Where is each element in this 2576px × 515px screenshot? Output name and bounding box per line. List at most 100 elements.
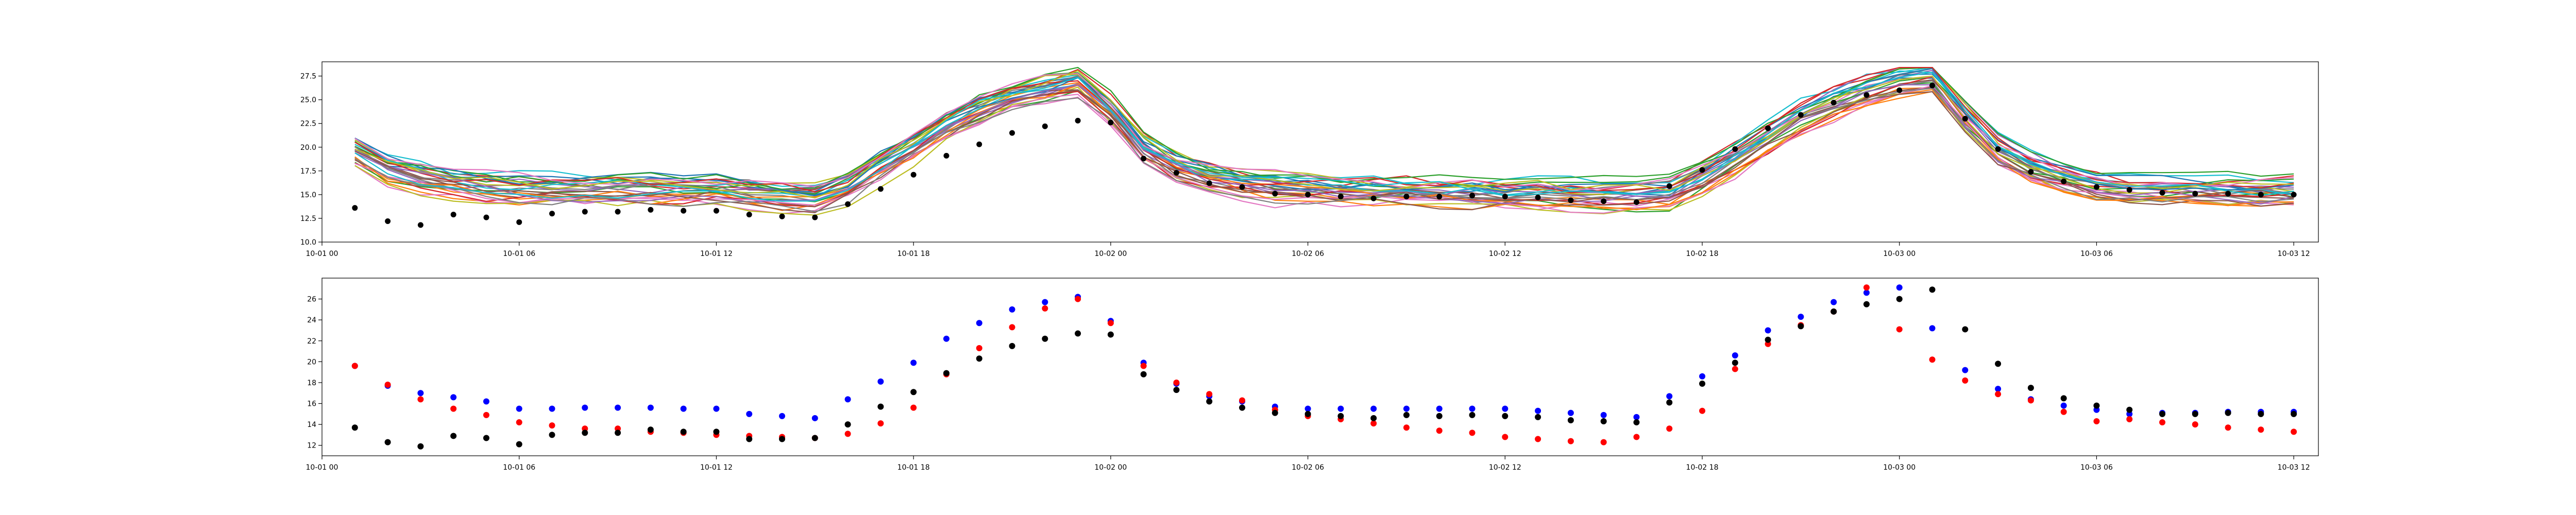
observation-point xyxy=(1699,167,1705,173)
scatter-point xyxy=(2060,395,2067,402)
scatter-point xyxy=(2027,397,2034,404)
observation-point xyxy=(2061,178,2067,184)
scatter-point xyxy=(1995,386,2002,392)
observation-point xyxy=(648,207,654,213)
scatter-point xyxy=(1042,305,1048,312)
observation-point xyxy=(2192,191,2198,197)
scatter-point xyxy=(417,390,424,397)
scatter-point xyxy=(1436,405,1443,412)
scatter-point xyxy=(1600,411,1607,418)
observation-point xyxy=(1995,146,2001,152)
scatter-point xyxy=(2093,418,2100,425)
observation-point xyxy=(845,201,851,207)
scatter-point xyxy=(1436,413,1443,419)
observation-point xyxy=(746,212,752,218)
scatter-point xyxy=(2225,424,2231,431)
ensemble-member-line xyxy=(354,67,2294,197)
x-tick-label: 10-03 12 xyxy=(2278,464,2310,472)
observation-point xyxy=(910,171,917,178)
observation-point xyxy=(779,213,785,219)
scatter-point xyxy=(1666,393,1673,400)
scatter-point xyxy=(1863,284,1870,291)
scatter-point xyxy=(1600,439,1607,445)
scatter-point xyxy=(1699,373,1706,380)
scatter-point xyxy=(1107,331,1114,338)
observation-point xyxy=(1108,119,1114,126)
scatter-point xyxy=(1469,430,1476,436)
observation-point xyxy=(681,208,687,214)
observation-point xyxy=(1568,197,1574,203)
scatter-point xyxy=(516,441,522,448)
x-tick-label: 10-01 00 xyxy=(306,250,338,258)
scatter-point xyxy=(746,410,753,417)
x-tick-label: 10-02 06 xyxy=(1292,250,1324,258)
ensemble-member-line xyxy=(354,66,2294,187)
scatter-point xyxy=(1535,436,1541,442)
y-tick-label: 20.0 xyxy=(300,144,316,152)
scatter-point xyxy=(976,355,982,362)
x-tick-label: 10-01 18 xyxy=(897,464,930,472)
observation-point xyxy=(582,209,588,215)
scatter-point xyxy=(1666,425,1673,432)
observation-point xyxy=(2258,192,2264,198)
scatter-point xyxy=(1173,387,1180,393)
x-tick-label: 10-01 12 xyxy=(700,464,733,472)
scatter-point xyxy=(483,398,489,405)
scatter-point xyxy=(615,404,621,411)
ensemble-member-line xyxy=(354,73,2294,191)
x-tick-label: 10-01 06 xyxy=(503,250,535,258)
observation-point xyxy=(1863,92,1870,98)
observation-point xyxy=(1239,184,1245,190)
scatter-point xyxy=(1403,411,1410,418)
scatter-point xyxy=(1206,391,1213,398)
scatter-point xyxy=(877,378,884,385)
y-tick-label: 20 xyxy=(307,358,316,366)
x-tick-label: 10-01 00 xyxy=(306,464,338,472)
scatter-point xyxy=(844,421,851,428)
x-tick-label: 10-02 00 xyxy=(1094,464,1127,472)
observation-point xyxy=(1633,199,1639,205)
x-tick-label: 10-01 06 xyxy=(503,464,535,472)
scatter-point xyxy=(2258,410,2264,417)
scatter-point xyxy=(976,345,982,351)
scatter-point xyxy=(779,436,786,442)
scatter-point xyxy=(516,405,522,412)
observation-point xyxy=(1962,116,1968,122)
scatter-point xyxy=(1140,371,1147,377)
scatter-point xyxy=(1370,415,1377,421)
y-tick-label: 14 xyxy=(307,421,316,429)
observation-point xyxy=(1173,170,1179,176)
scatter-point xyxy=(1304,405,1311,412)
scatter-point xyxy=(1929,356,1936,363)
observation-point xyxy=(1601,198,1607,204)
scatter-point xyxy=(1666,399,1673,406)
scatter-point xyxy=(1732,359,1738,366)
scatter-point xyxy=(1502,434,1509,440)
observation-point xyxy=(615,209,621,215)
scatter-point xyxy=(1798,314,1804,320)
scatter-point xyxy=(1831,299,1837,305)
scatter-point xyxy=(1337,405,1344,412)
x-tick-label: 10-03 00 xyxy=(1883,250,1916,258)
scatter-point xyxy=(1337,413,1344,419)
scatter-point xyxy=(1469,405,1476,412)
scatter-point xyxy=(384,439,391,445)
scatter-point xyxy=(1633,434,1640,440)
scatter-point xyxy=(1831,308,1837,315)
x-tick-label: 10-02 18 xyxy=(1686,464,1719,472)
observation-point xyxy=(352,205,358,211)
scatter-point xyxy=(1075,296,1081,302)
y-tick-label: 10.0 xyxy=(300,238,316,247)
scatter-point xyxy=(1042,335,1048,342)
observation-point xyxy=(1732,146,1738,152)
scatter-point xyxy=(1469,411,1476,418)
scatter-point xyxy=(2291,428,2297,435)
scatter-point xyxy=(2027,385,2034,391)
scatter-point xyxy=(779,413,786,419)
observation-point xyxy=(549,211,555,217)
scatter-point xyxy=(746,436,753,442)
scatter-point xyxy=(1403,424,1410,431)
scatter-point xyxy=(1042,299,1048,305)
x-tick-label: 10-03 12 xyxy=(2278,250,2310,258)
observation-point xyxy=(1206,180,1212,186)
